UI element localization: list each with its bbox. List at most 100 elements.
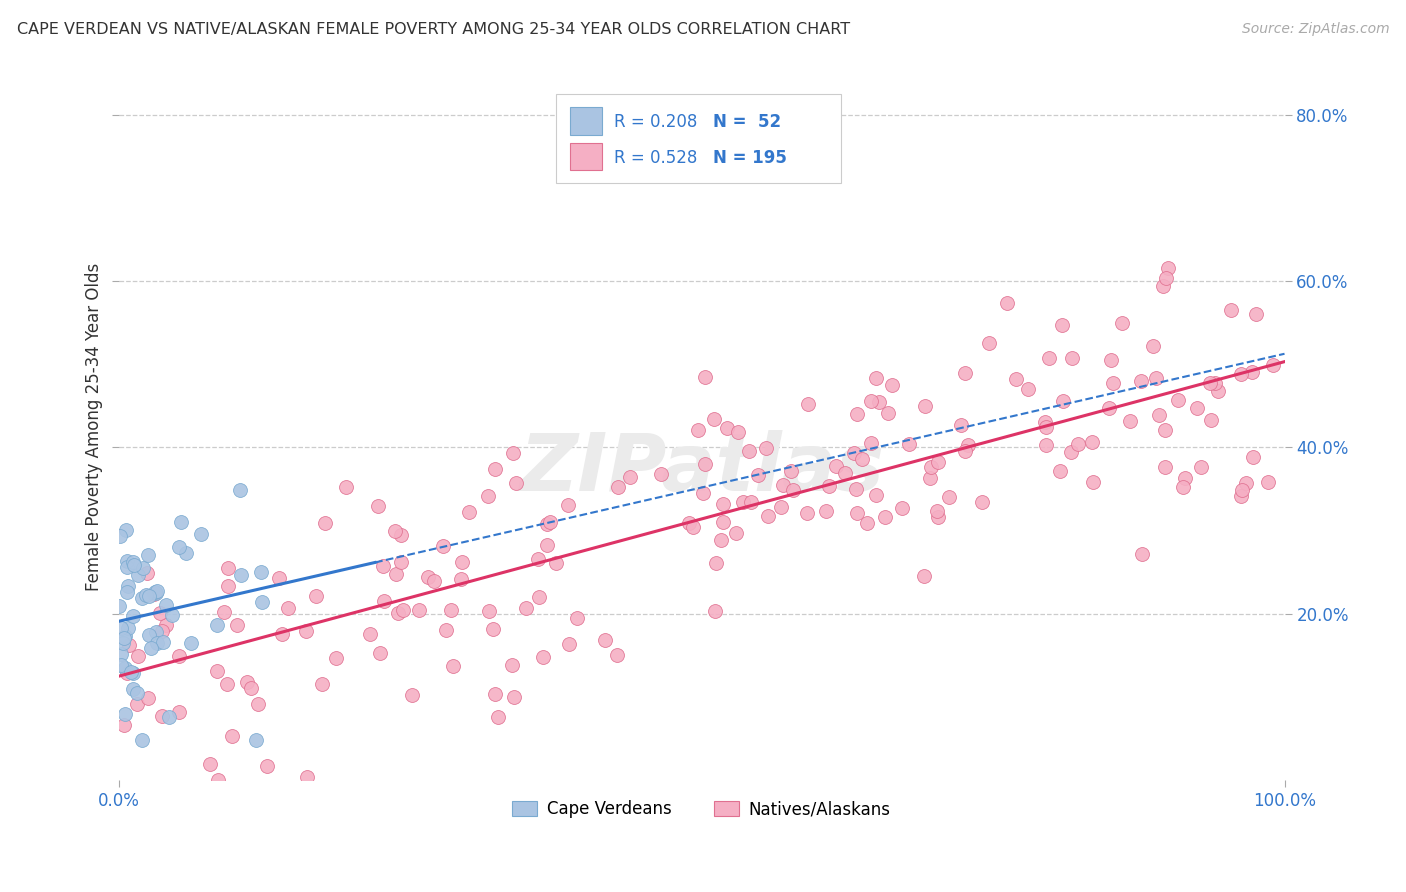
Point bbox=[692, 486, 714, 500]
Legend: Cape Verdeans, Natives/Alaskans: Cape Verdeans, Natives/Alaskans bbox=[506, 794, 897, 825]
Point bbox=[384, 524, 406, 539]
Point bbox=[527, 591, 550, 605]
Point bbox=[434, 624, 457, 638]
Point bbox=[1153, 423, 1175, 437]
Point bbox=[531, 649, 554, 664]
Point bbox=[236, 674, 259, 689]
Point bbox=[458, 505, 481, 519]
Point bbox=[149, 607, 172, 621]
Point bbox=[733, 495, 755, 509]
Point bbox=[450, 572, 472, 586]
Point bbox=[1142, 339, 1164, 353]
Point bbox=[205, 618, 228, 632]
Point bbox=[1154, 271, 1177, 285]
Point bbox=[914, 399, 936, 413]
Point bbox=[502, 446, 524, 460]
Point bbox=[713, 516, 735, 530]
Point bbox=[875, 509, 897, 524]
Point bbox=[859, 435, 882, 450]
Point bbox=[1147, 408, 1170, 422]
Point bbox=[335, 480, 357, 494]
Point bbox=[174, 546, 197, 560]
Text: N =  52: N = 52 bbox=[713, 113, 782, 131]
Point bbox=[1052, 394, 1074, 409]
Point bbox=[440, 602, 463, 616]
Point bbox=[145, 625, 167, 640]
Point bbox=[927, 454, 949, 468]
Point bbox=[977, 336, 1000, 351]
Point bbox=[1144, 371, 1167, 385]
Point bbox=[536, 538, 558, 552]
Point bbox=[593, 633, 616, 648]
Point bbox=[1153, 460, 1175, 475]
Point bbox=[120, 665, 142, 679]
Point bbox=[207, 773, 229, 788]
Point bbox=[606, 648, 628, 662]
Point bbox=[110, 658, 132, 673]
Y-axis label: Female Poverty Among 25-34 Year Olds: Female Poverty Among 25-34 Year Olds bbox=[86, 262, 103, 591]
Point bbox=[127, 686, 149, 700]
Point bbox=[882, 378, 904, 392]
FancyBboxPatch shape bbox=[569, 107, 602, 135]
Point bbox=[619, 470, 641, 484]
Point bbox=[678, 516, 700, 530]
Point bbox=[1098, 401, 1121, 415]
Point bbox=[152, 635, 174, 649]
Point bbox=[709, 533, 731, 547]
Point bbox=[682, 519, 704, 533]
Point bbox=[1099, 352, 1122, 367]
Point bbox=[239, 681, 262, 695]
Point bbox=[1035, 438, 1057, 452]
Point bbox=[127, 649, 149, 664]
Point bbox=[136, 548, 159, 562]
Point bbox=[688, 423, 710, 437]
Point bbox=[169, 540, 191, 554]
Point bbox=[190, 527, 212, 541]
Point bbox=[145, 584, 167, 599]
Point bbox=[501, 657, 523, 672]
Point bbox=[727, 425, 749, 439]
Point bbox=[845, 407, 868, 421]
Point bbox=[389, 527, 412, 541]
Point bbox=[920, 471, 942, 485]
Point bbox=[115, 585, 138, 599]
Point bbox=[814, 504, 837, 518]
Text: N = 195: N = 195 bbox=[713, 149, 787, 167]
Point bbox=[387, 606, 409, 620]
Point bbox=[225, 618, 247, 632]
Point bbox=[1049, 464, 1071, 478]
Point bbox=[486, 710, 509, 724]
Point bbox=[136, 566, 159, 580]
Point bbox=[250, 566, 273, 580]
Point bbox=[143, 587, 166, 601]
Point bbox=[755, 442, 778, 456]
Point bbox=[150, 709, 173, 723]
Point bbox=[725, 525, 748, 540]
Point bbox=[276, 601, 298, 615]
Point bbox=[247, 698, 270, 712]
Point bbox=[212, 605, 235, 619]
Point bbox=[1130, 375, 1153, 389]
Point bbox=[782, 483, 804, 497]
Point bbox=[740, 495, 762, 509]
Point bbox=[770, 500, 793, 515]
Point bbox=[796, 507, 818, 521]
Point bbox=[1017, 382, 1039, 396]
Text: CAPE VERDEAN VS NATIVE/ALASKAN FEMALE POVERTY AMONG 25-34 YEAR OLDS CORRELATION : CAPE VERDEAN VS NATIVE/ALASKAN FEMALE PO… bbox=[17, 22, 851, 37]
Point bbox=[131, 591, 153, 606]
Point bbox=[146, 635, 169, 649]
Point bbox=[118, 638, 141, 652]
Point bbox=[953, 367, 976, 381]
Point bbox=[1033, 415, 1056, 429]
Point bbox=[834, 466, 856, 480]
Point bbox=[1230, 367, 1253, 381]
Point bbox=[221, 729, 243, 743]
Point bbox=[1199, 413, 1222, 427]
Point bbox=[711, 496, 734, 510]
Point bbox=[245, 733, 267, 747]
Point bbox=[392, 603, 415, 617]
Point bbox=[747, 468, 769, 483]
Point bbox=[515, 600, 537, 615]
Point bbox=[167, 648, 190, 663]
Point bbox=[824, 459, 846, 474]
